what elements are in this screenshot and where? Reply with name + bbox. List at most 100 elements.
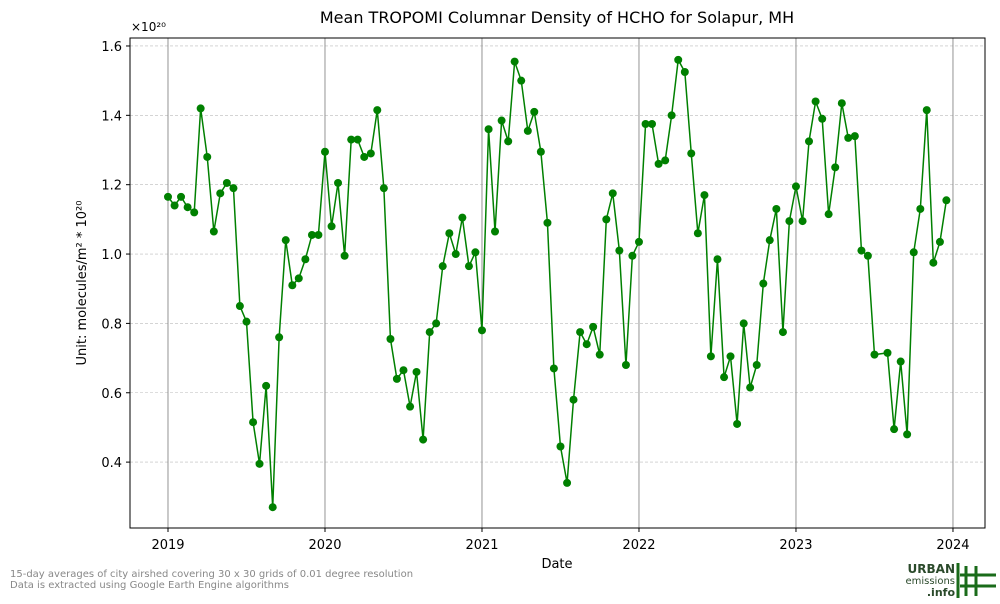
- data-point: [209, 227, 218, 236]
- x-tick-label: 2022: [622, 538, 655, 553]
- data-point: [720, 373, 729, 382]
- data-point: [294, 274, 303, 283]
- data-point: [386, 335, 395, 344]
- data-point: [680, 67, 689, 76]
- data-point: [373, 106, 382, 115]
- data-point: [471, 248, 480, 257]
- data-point: [811, 97, 820, 106]
- data-point: [222, 178, 231, 187]
- data-point: [857, 246, 866, 255]
- footnote: 15-day averages of city airshed covering…: [10, 569, 413, 580]
- data-point: [255, 459, 264, 468]
- data-point: [275, 333, 284, 342]
- data-point: [510, 57, 519, 66]
- data-point: [543, 218, 552, 227]
- data-point: [379, 184, 388, 193]
- data-point: [628, 251, 637, 260]
- logo-text: .info: [927, 586, 956, 599]
- data-point: [360, 152, 369, 161]
- data-point: [268, 503, 277, 512]
- data-point: [798, 217, 807, 226]
- data-point: [229, 184, 238, 193]
- data-point: [203, 152, 212, 161]
- data-point: [523, 126, 532, 135]
- data-point: [589, 322, 598, 331]
- y-tick-label: 1.2: [101, 179, 122, 194]
- data-point: [661, 156, 670, 165]
- data-point: [863, 251, 872, 260]
- data-point: [530, 107, 539, 116]
- data-point: [491, 227, 500, 236]
- data-point: [353, 135, 362, 144]
- data-point: [445, 229, 454, 238]
- data-point: [621, 361, 630, 370]
- data-point: [739, 319, 748, 328]
- data-point: [929, 258, 938, 267]
- data-point: [177, 192, 186, 201]
- data-point: [903, 430, 912, 439]
- data-point: [844, 133, 853, 142]
- logo-icon: [956, 563, 996, 598]
- data-point: [517, 76, 526, 85]
- data-point: [392, 374, 401, 383]
- data-point: [170, 201, 179, 210]
- data-point: [824, 210, 833, 219]
- data-point: [504, 137, 513, 146]
- data-point: [163, 192, 172, 201]
- data-point: [183, 203, 192, 212]
- data-point: [916, 204, 925, 213]
- data-point: [602, 215, 611, 224]
- data-point: [595, 350, 604, 359]
- data-point: [451, 250, 460, 259]
- data-point: [307, 230, 316, 239]
- data-point: [870, 350, 879, 359]
- data-point: [549, 364, 558, 373]
- logo-text: emissions: [905, 576, 955, 587]
- data-point: [340, 251, 349, 260]
- y-tick-label: 0.6: [101, 387, 122, 402]
- data-point: [850, 132, 859, 141]
- data-point: [406, 402, 415, 411]
- y-tick-label: 1.4: [101, 109, 122, 124]
- data-point: [890, 425, 899, 434]
- data-point: [556, 442, 565, 451]
- data-point: [883, 348, 892, 357]
- logo: URBAN emissions .info: [905, 562, 996, 599]
- data-point: [196, 104, 205, 113]
- data-point: [759, 279, 768, 288]
- data-point: [922, 106, 931, 115]
- data-point: [497, 116, 506, 125]
- x-tick-label: 2024: [936, 538, 969, 553]
- data-point: [831, 163, 840, 172]
- data-point: [347, 135, 356, 144]
- data-point: [608, 189, 617, 198]
- data-point: [314, 230, 323, 239]
- data-point: [791, 182, 800, 191]
- data-point: [419, 435, 428, 444]
- x-tick-label: 2020: [308, 538, 341, 553]
- data-point: [536, 147, 545, 156]
- footnote: Data is extracted using Google Earth Eng…: [10, 580, 289, 591]
- y-tick-label: 1.6: [101, 40, 122, 55]
- data-point: [301, 255, 310, 264]
- data-point: [576, 328, 585, 337]
- y-tick-label: 0.4: [101, 456, 122, 471]
- logo-text: URBAN: [908, 562, 955, 576]
- data-point: [432, 319, 441, 328]
- data-point: [249, 418, 258, 427]
- y-multiplier: ×10²⁰: [131, 20, 166, 34]
- data-point: [687, 149, 696, 158]
- x-axis-label: Date: [541, 557, 572, 572]
- data-point: [805, 137, 814, 146]
- y-axis-label: Unit: molecules/m² * 10²⁰: [75, 201, 90, 366]
- data-point: [327, 222, 336, 231]
- data-point: [746, 383, 755, 392]
- y-tick-label: 1.0: [101, 248, 122, 263]
- data-point: [262, 381, 271, 390]
- x-tick-label: 2023: [779, 538, 812, 553]
- data-point: [726, 352, 735, 361]
- data-point: [615, 246, 624, 255]
- data-point: [693, 229, 702, 238]
- data-point: [896, 357, 905, 366]
